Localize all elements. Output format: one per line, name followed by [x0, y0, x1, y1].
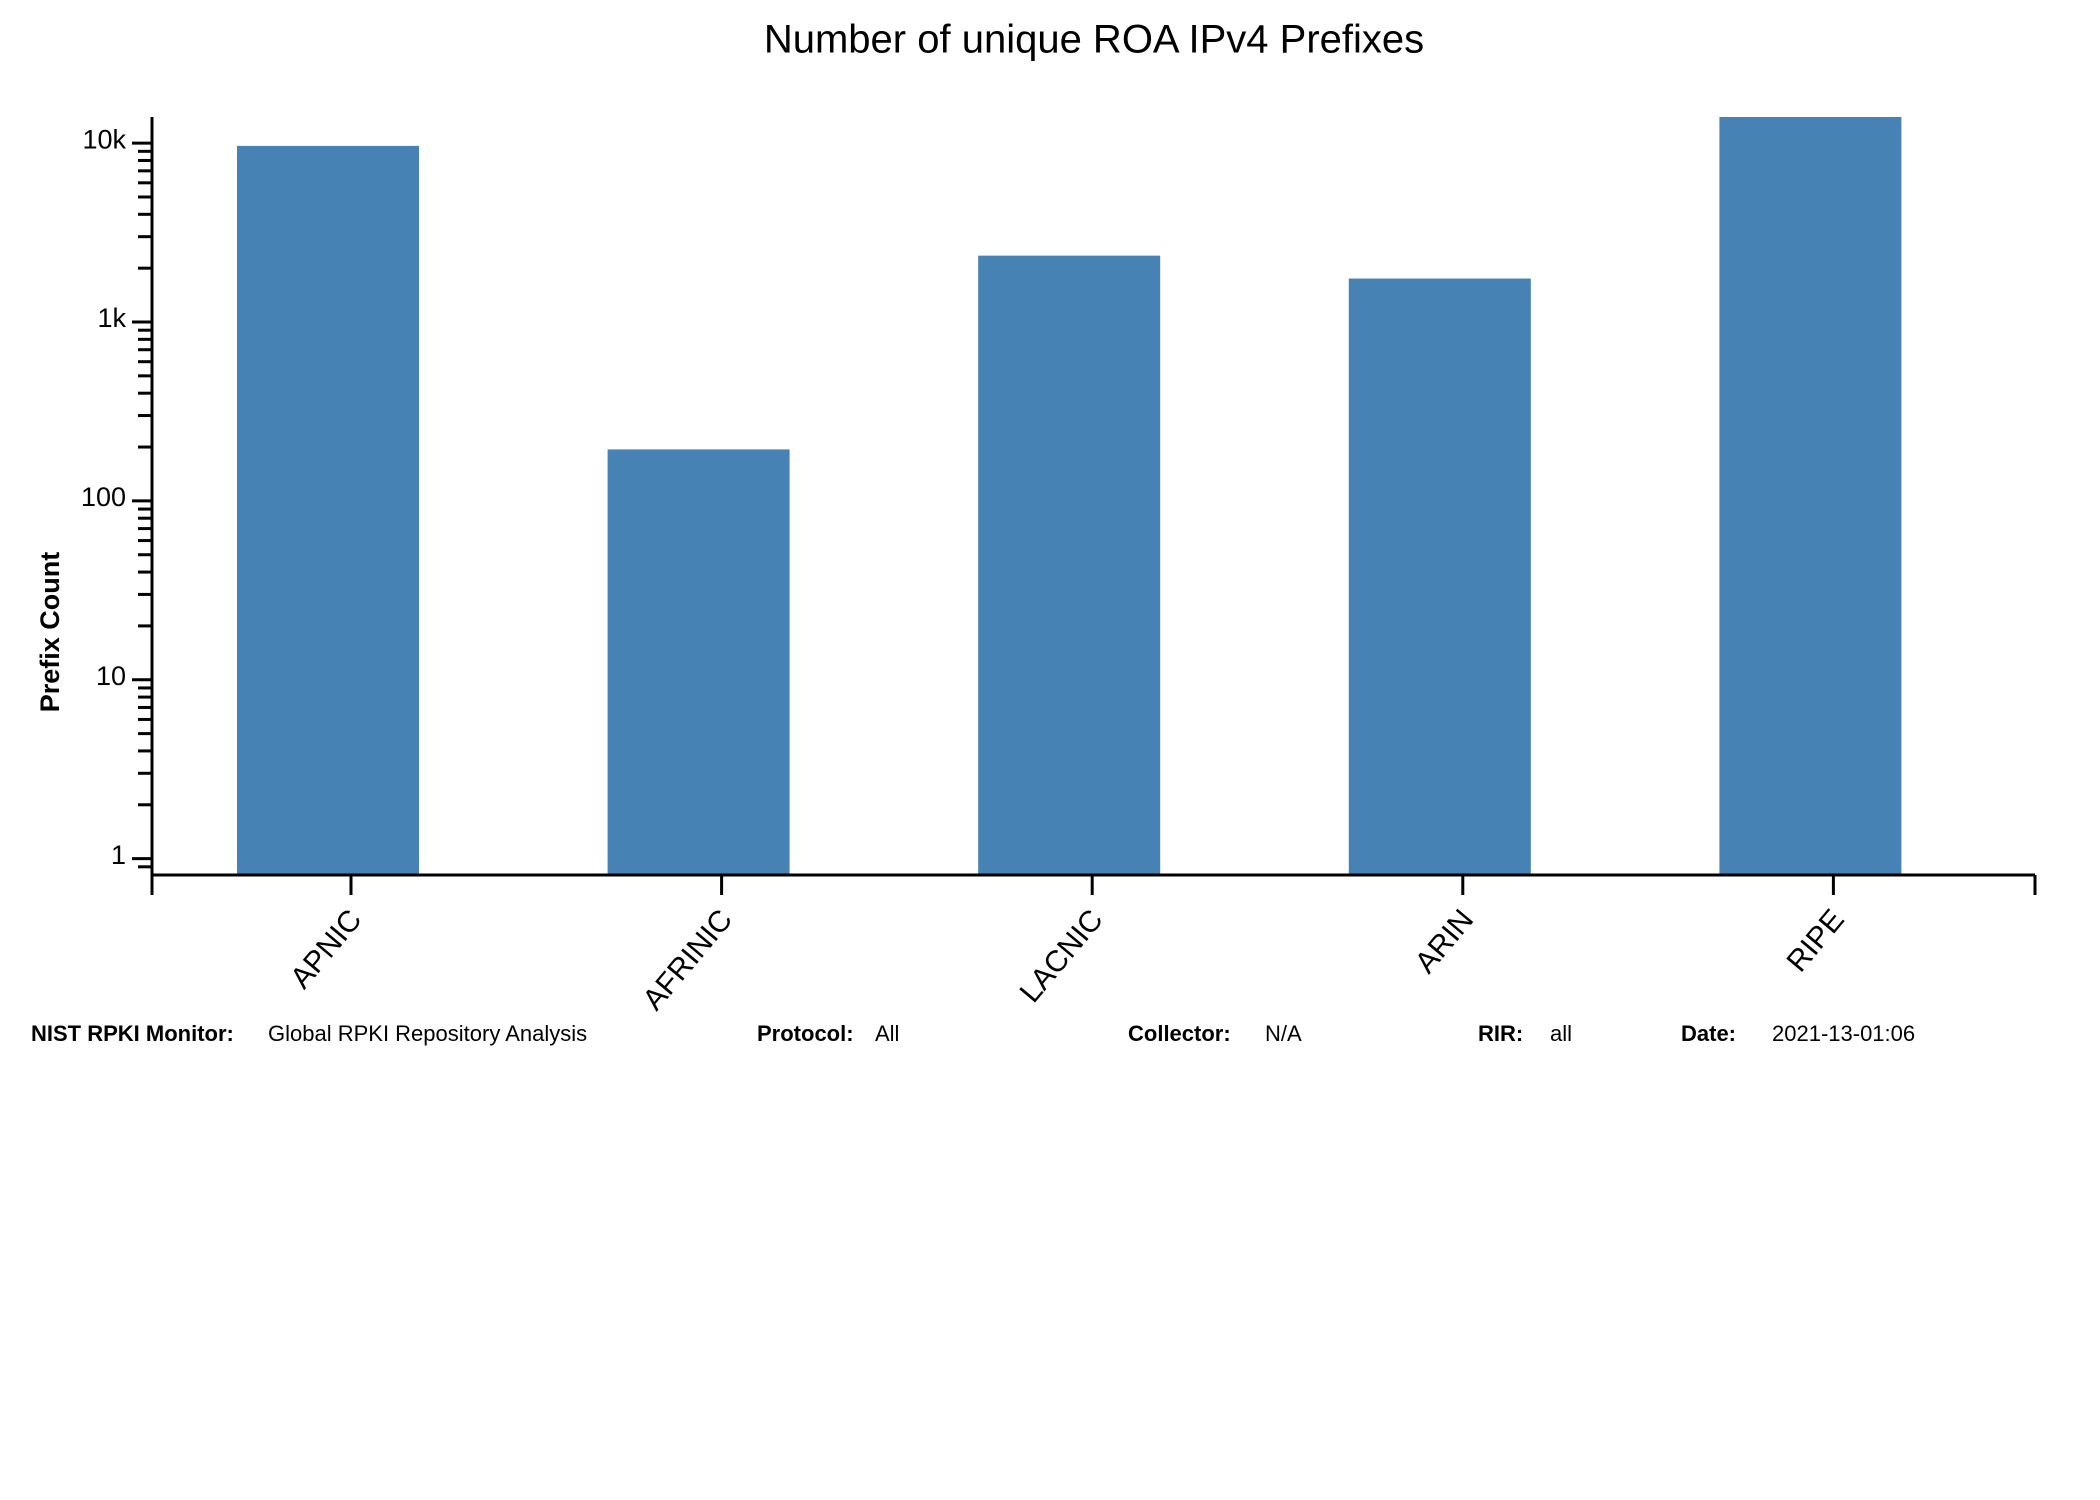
y-tick-label: 1: [111, 840, 126, 870]
bar: [607, 449, 790, 875]
y-axis-label: Prefix Count: [35, 552, 65, 713]
x-tick-label: ARIN: [1409, 903, 1480, 979]
footer-value: N/A: [1265, 1021, 1302, 1046]
chart-title: Number of unique ROA IPv4 Prefixes: [764, 18, 1424, 62]
footer-label: Date:: [1681, 1021, 1736, 1046]
x-tick-label: RIPE: [1781, 903, 1851, 978]
bar: [978, 255, 1161, 876]
footer-value: all: [1550, 1021, 1572, 1046]
footer-value: All: [875, 1021, 899, 1046]
y-tick-label: 100: [81, 482, 126, 512]
footer-value: 2021-13-01:06: [1772, 1021, 1915, 1046]
footer-value: Global RPKI Repository Analysis: [268, 1021, 587, 1046]
bar: [1719, 117, 1902, 875]
bar: [237, 145, 419, 875]
x-tick-label: LACNIC: [1014, 903, 1110, 1009]
footer-label: NIST RPKI Monitor:: [31, 1021, 234, 1046]
y-tick-label: 10k: [82, 124, 126, 154]
y-tick-label: 1k: [97, 303, 126, 333]
footer-label: Protocol:: [757, 1021, 854, 1046]
footer-label: Collector:: [1128, 1021, 1231, 1046]
x-tick-label: AFRINIC: [637, 903, 739, 1016]
x-tick-label: APNIC: [284, 903, 368, 994]
y-tick-label: 10: [96, 661, 126, 691]
bar: [1348, 278, 1531, 875]
footer-label: RIR:: [1478, 1021, 1523, 1046]
